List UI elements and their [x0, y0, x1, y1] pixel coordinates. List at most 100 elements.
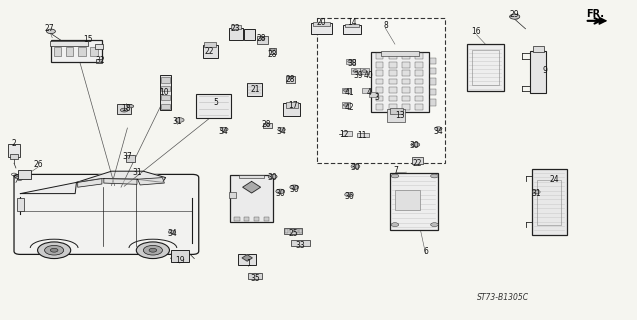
Bar — [284, 228, 302, 234]
Bar — [18, 170, 31, 179]
Bar — [376, 70, 383, 76]
Bar — [257, 36, 268, 44]
Bar — [402, 104, 410, 110]
Text: 16: 16 — [471, 28, 482, 36]
Bar — [317, 18, 445, 163]
Text: 33: 33 — [296, 241, 306, 250]
Bar — [343, 25, 361, 34]
Bar — [247, 83, 262, 96]
Polygon shape — [20, 182, 76, 194]
Bar — [171, 250, 189, 262]
Bar — [389, 87, 397, 93]
Text: 28: 28 — [268, 50, 277, 59]
Text: 41: 41 — [344, 88, 354, 97]
Circle shape — [411, 142, 420, 147]
Text: 34: 34 — [218, 127, 228, 136]
Bar — [283, 103, 300, 116]
Bar — [369, 92, 377, 97]
Bar — [402, 79, 410, 84]
Circle shape — [265, 123, 270, 125]
Bar — [402, 53, 410, 59]
Text: 22: 22 — [204, 47, 213, 56]
Bar — [412, 157, 423, 164]
Text: 42: 42 — [344, 103, 354, 112]
Text: 39: 39 — [353, 71, 363, 80]
Bar — [389, 53, 397, 59]
Text: 7: 7 — [394, 166, 399, 175]
Bar — [346, 59, 355, 64]
Circle shape — [348, 60, 353, 63]
Bar — [360, 68, 369, 74]
Text: 9: 9 — [542, 66, 547, 75]
Bar — [78, 47, 86, 56]
Bar — [51, 40, 102, 62]
Text: 37: 37 — [122, 152, 132, 161]
Bar — [290, 229, 293, 233]
Circle shape — [343, 104, 348, 106]
Bar — [54, 47, 61, 56]
Bar — [239, 175, 264, 178]
Circle shape — [391, 174, 399, 178]
Text: 27: 27 — [45, 24, 55, 33]
Bar — [203, 45, 218, 58]
Circle shape — [343, 89, 348, 92]
Bar — [402, 70, 410, 76]
Circle shape — [353, 70, 358, 72]
Text: 34: 34 — [276, 127, 287, 136]
Bar — [238, 254, 256, 266]
Circle shape — [168, 230, 176, 234]
Circle shape — [120, 108, 128, 112]
Text: 4: 4 — [367, 88, 372, 97]
Bar — [234, 217, 240, 221]
Bar — [162, 77, 169, 83]
Bar — [66, 47, 73, 56]
Bar — [531, 170, 567, 235]
Text: 35: 35 — [250, 274, 260, 283]
Bar — [430, 99, 436, 106]
Bar — [402, 87, 410, 93]
Text: 3: 3 — [375, 93, 380, 102]
Text: 36: 36 — [344, 192, 354, 201]
Bar — [390, 108, 403, 114]
Text: 14: 14 — [347, 18, 357, 27]
Text: 18: 18 — [122, 104, 131, 113]
Bar — [296, 229, 298, 233]
Circle shape — [220, 127, 228, 131]
Bar — [430, 58, 436, 64]
Text: 26: 26 — [33, 160, 43, 169]
Bar — [537, 180, 561, 225]
Text: 19: 19 — [175, 256, 185, 265]
Bar — [389, 104, 397, 110]
Text: 11: 11 — [357, 132, 366, 140]
Polygon shape — [138, 178, 164, 185]
Bar — [402, 62, 410, 68]
Bar — [533, 46, 544, 52]
Polygon shape — [104, 179, 137, 184]
Text: 28: 28 — [285, 76, 294, 84]
Text: 23: 23 — [231, 24, 241, 33]
Text: 5: 5 — [213, 98, 218, 107]
Bar — [162, 86, 169, 91]
Circle shape — [533, 190, 540, 194]
Bar — [415, 53, 423, 59]
Text: 10: 10 — [159, 88, 169, 97]
Text: 28: 28 — [262, 120, 271, 129]
Bar — [357, 132, 369, 138]
Bar — [244, 217, 249, 221]
Text: 30: 30 — [350, 164, 361, 172]
Circle shape — [345, 192, 354, 197]
Circle shape — [278, 128, 285, 132]
Bar — [395, 190, 420, 210]
Circle shape — [127, 105, 134, 108]
FancyBboxPatch shape — [14, 174, 199, 254]
Bar — [269, 48, 276, 54]
Bar — [390, 173, 438, 230]
Circle shape — [38, 242, 71, 259]
Text: 2: 2 — [11, 140, 17, 148]
Text: 28: 28 — [257, 34, 266, 43]
Text: 38: 38 — [347, 60, 357, 68]
Circle shape — [391, 223, 399, 227]
Bar — [387, 109, 405, 122]
Bar — [162, 95, 169, 100]
Bar — [415, 104, 423, 110]
